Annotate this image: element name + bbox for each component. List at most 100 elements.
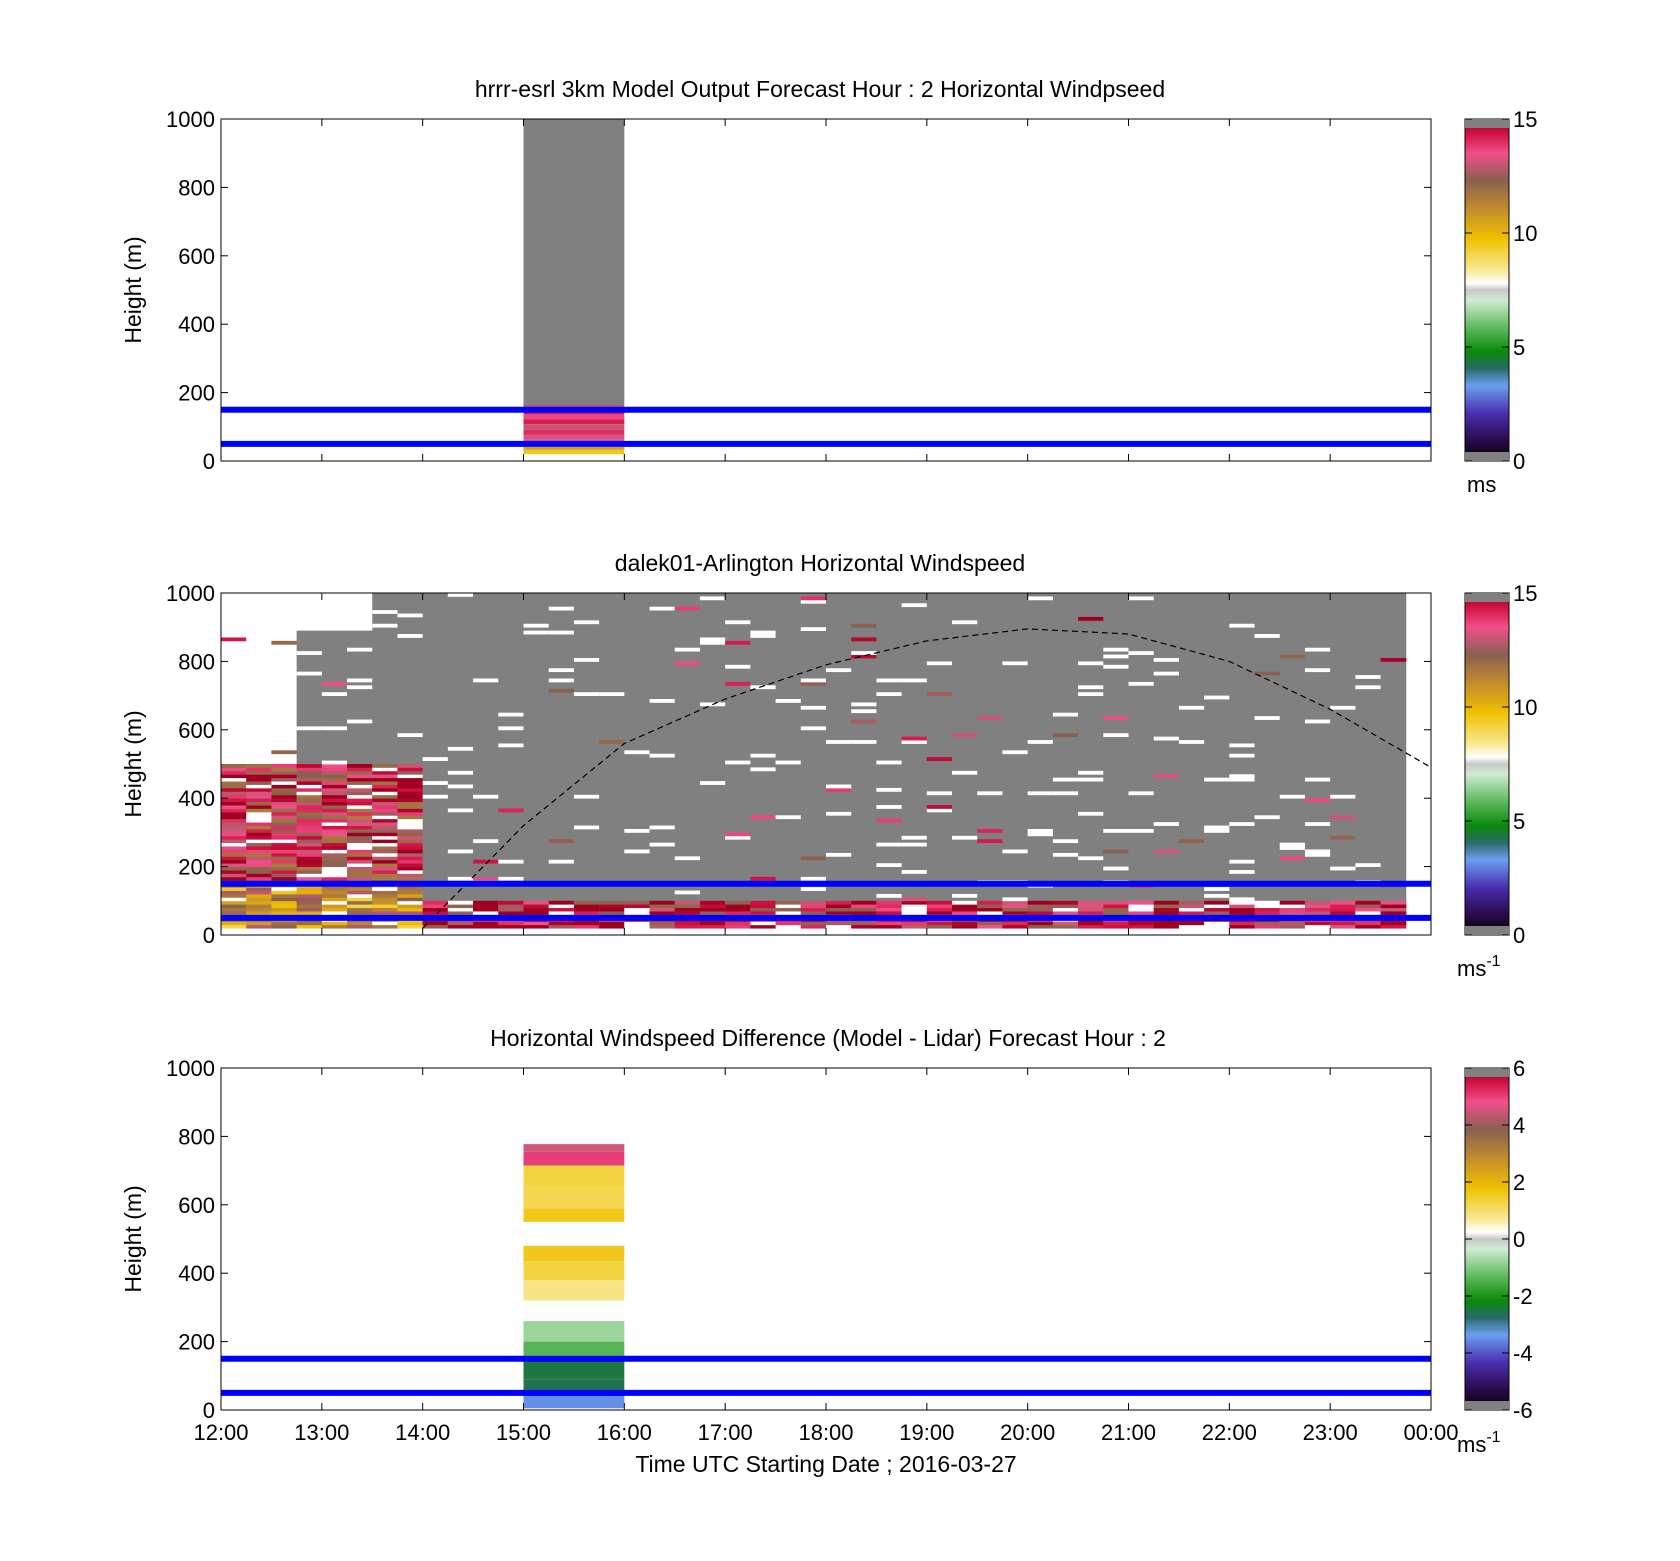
heatmap-cell <box>372 859 398 864</box>
heatmap-cell <box>347 842 373 847</box>
heatmap-cell <box>901 904 928 909</box>
heatmap-cell <box>498 900 524 905</box>
heatmap-cell <box>347 852 373 857</box>
heatmap-cell <box>372 887 398 891</box>
heatmap-cell <box>296 900 323 905</box>
heatmap-cell <box>372 770 398 775</box>
heatmap-cell <box>548 859 575 864</box>
panel-3-colorbar-missing-bottom <box>1465 1401 1509 1410</box>
heatmap-cell <box>321 873 348 878</box>
heatmap-cell <box>1052 791 1079 796</box>
heatmap-cell <box>321 811 348 816</box>
heatmap-cell <box>523 1245 625 1262</box>
panel-difference: Horizontal Windspeed Difference (Model -… <box>120 1025 1533 1477</box>
y-tick-label: 800 <box>178 649 215 674</box>
missing-data-block <box>1002 593 1029 925</box>
heatmap-cell <box>397 825 424 830</box>
heatmap-cell <box>347 839 373 844</box>
heatmap-cell <box>221 835 247 840</box>
x-tick-label: 17:00 <box>698 1420 753 1445</box>
heatmap-cell <box>1355 685 1382 690</box>
heatmap-cell <box>372 924 398 929</box>
heatmap-cell <box>296 784 323 789</box>
heatmap-cell <box>599 911 625 915</box>
heatmap-cell <box>624 849 651 854</box>
heatmap-cell <box>397 798 424 803</box>
heatmap-cell <box>397 911 424 915</box>
heatmap-cell <box>347 866 373 871</box>
heatmap-cell <box>523 413 625 420</box>
heatmap-cell <box>347 811 373 816</box>
heatmap-cell <box>624 900 651 905</box>
heatmap-cell <box>548 668 575 673</box>
colorbar-tick-label: 10 <box>1513 695 1537 720</box>
heatmap-cell <box>1078 856 1104 861</box>
heatmap-cell <box>271 825 298 830</box>
heatmap-cell <box>347 767 373 772</box>
heatmap-cell <box>1052 733 1079 738</box>
heatmap-cell <box>952 835 978 840</box>
heatmap-cell <box>271 897 298 902</box>
heatmap-cell <box>1304 668 1331 673</box>
heatmap-cell <box>926 907 953 912</box>
heatmap-cell <box>397 764 424 768</box>
heatmap-cell <box>296 798 323 803</box>
heatmap-cell <box>901 900 928 905</box>
heatmap-cell <box>750 904 777 909</box>
heatmap-cell <box>649 907 676 912</box>
heatmap-cell <box>1128 791 1155 796</box>
heatmap-cell <box>1229 907 1256 912</box>
heatmap-cell <box>750 907 777 912</box>
heatmap-cell <box>271 911 298 915</box>
heatmap-cell <box>397 863 424 867</box>
heatmap-cell <box>750 924 777 929</box>
heatmap-cell <box>372 784 398 789</box>
heatmap-cell <box>321 856 348 861</box>
heatmap-cell <box>1204 825 1230 830</box>
heatmap-cell <box>1002 921 1029 926</box>
heatmap-cell <box>1078 911 1104 915</box>
heatmap-cell <box>750 753 777 758</box>
heatmap-cell <box>372 839 398 844</box>
heatmap-cell <box>548 921 575 926</box>
heatmap-cell <box>372 911 398 915</box>
missing-data-block <box>548 593 575 925</box>
heatmap-cell <box>347 791 373 796</box>
heatmap-cell <box>246 852 272 857</box>
heatmap-cell <box>1355 924 1382 929</box>
heatmap-cell <box>1002 911 1029 915</box>
heatmap-cell <box>1330 794 1356 799</box>
heatmap-cell <box>573 794 600 799</box>
heatmap-cell <box>321 839 348 844</box>
heatmap-cell <box>372 767 398 772</box>
heatmap-cell <box>1153 907 1180 912</box>
heatmap-cell <box>1078 777 1104 782</box>
heatmap-cell <box>851 719 877 724</box>
heatmap-cell <box>221 893 247 898</box>
heatmap-cell <box>1128 651 1155 655</box>
heatmap-cell <box>548 911 575 915</box>
y-tick-label: 200 <box>178 1330 215 1355</box>
heatmap-cell <box>876 921 903 926</box>
heatmap-cell <box>397 801 424 806</box>
heatmap-cell <box>826 740 852 744</box>
heatmap-cell <box>246 777 272 782</box>
heatmap-cell <box>347 719 373 724</box>
heatmap-cell <box>296 794 323 799</box>
panel-2-colorbar <box>1464 592 1510 936</box>
panel-3-y-label: Height (m) <box>120 1185 146 1292</box>
y-tick-label: 1000 <box>166 1056 215 1081</box>
missing-data-block <box>1027 593 1054 925</box>
heatmap-cell <box>1304 719 1331 724</box>
panel-model: hrrr-esrl 3km Model Output Forecast Hour… <box>120 76 1537 497</box>
missing-data-block <box>649 593 676 925</box>
heatmap-cell <box>246 921 272 926</box>
heatmap-cell <box>271 630 298 635</box>
heatmap-cell <box>725 640 751 645</box>
heatmap-cell <box>271 863 298 867</box>
heatmap-cell <box>523 1360 625 1380</box>
heatmap-cell <box>271 811 298 816</box>
heatmap-cell <box>599 692 625 696</box>
heatmap-cell <box>321 774 348 779</box>
heatmap-cell <box>1380 921 1407 926</box>
